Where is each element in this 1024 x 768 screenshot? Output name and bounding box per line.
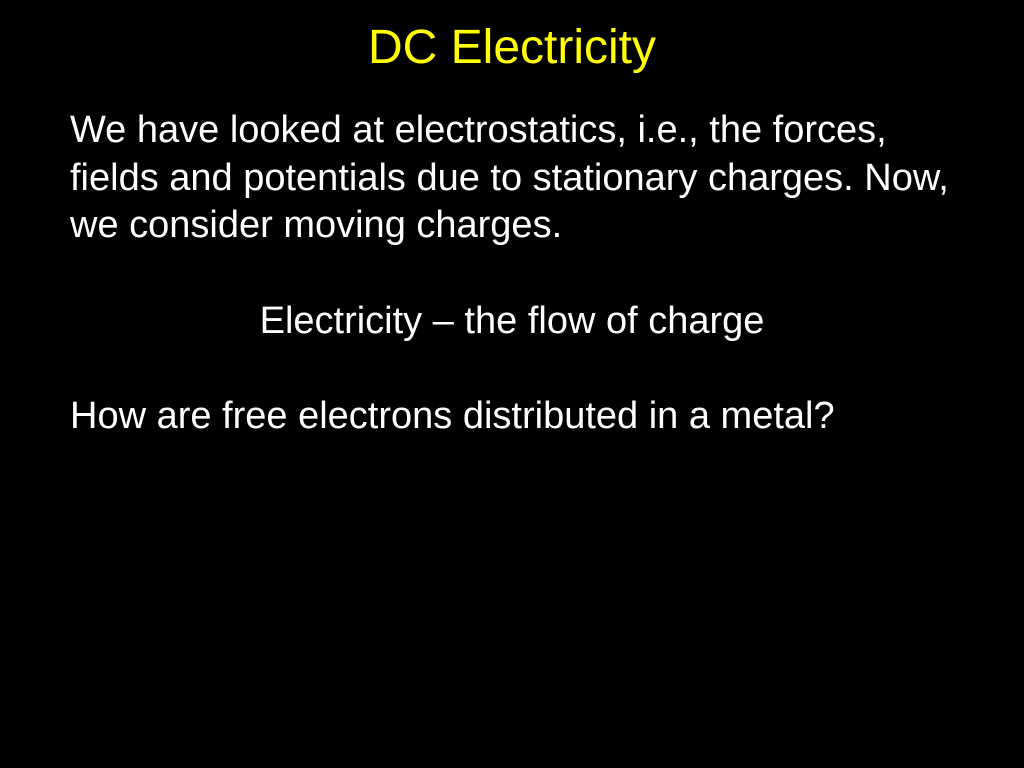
slide-title: DC Electricity [70, 20, 954, 75]
spacer [70, 345, 954, 393]
slide-body: We have looked at electrostatics, i.e., … [70, 107, 954, 441]
definition-line: Electricity – the flow of charge [70, 298, 954, 346]
spacer [70, 250, 954, 298]
slide: DC Electricity We have looked at electro… [0, 0, 1024, 768]
intro-paragraph: We have looked at electrostatics, i.e., … [70, 107, 954, 250]
question-paragraph: How are free electrons distributed in a … [70, 393, 954, 441]
